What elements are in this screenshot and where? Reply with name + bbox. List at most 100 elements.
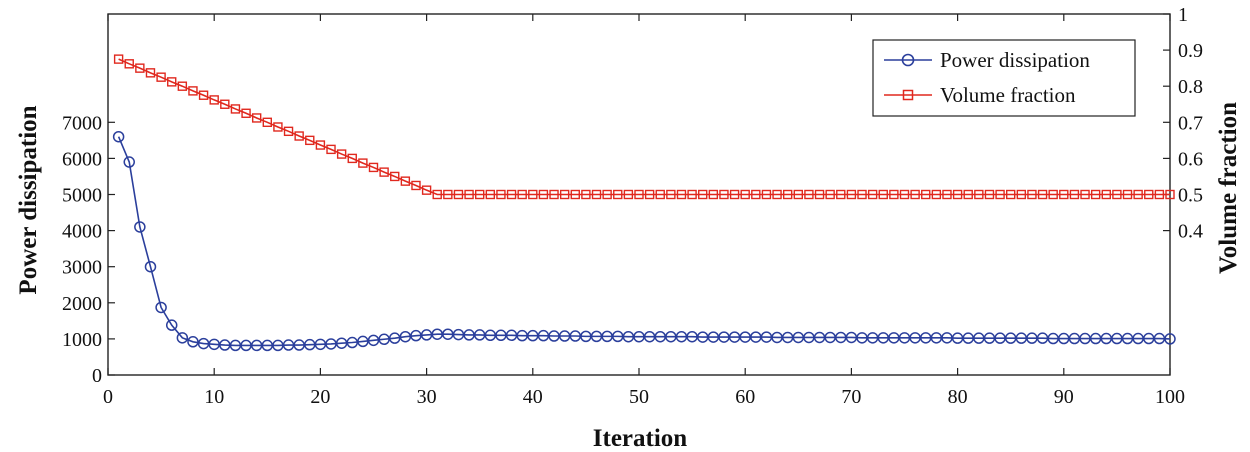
data-point-volume-fraction: [740, 189, 750, 200]
data-point-volume-fraction: [644, 189, 655, 200]
data-point-volume-fraction: [921, 189, 931, 200]
data-point-volume-fraction: [305, 135, 315, 146]
data-point-volume-fraction: [751, 189, 761, 200]
data-point-volume-fraction: [188, 86, 198, 96]
data-point-volume-fraction: [124, 59, 134, 69]
data-point-volume-fraction: [198, 90, 209, 100]
data-point-volume-fraction: [1144, 189, 1154, 200]
data-point-volume-fraction: [666, 189, 676, 200]
data-point-power-dissipation: [1164, 333, 1176, 345]
data-point-volume-fraction: [1154, 189, 1165, 200]
data-point-volume-fraction: [1165, 189, 1175, 200]
data-point-volume-fraction: [1069, 189, 1080, 200]
data-point-volume-fraction: [347, 153, 357, 164]
x-tick-label: 40: [523, 386, 543, 408]
data-point-volume-fraction: [804, 189, 814, 200]
y-right-tick-label: 0.5: [1178, 185, 1203, 207]
data-point-volume-fraction: [209, 95, 219, 105]
data-point-volume-fraction: [729, 189, 740, 200]
data-point-volume-fraction: [453, 189, 464, 200]
data-point-volume-fraction: [655, 189, 665, 200]
data-point-volume-fraction: [1027, 189, 1037, 200]
y-left-tick-label: 1000: [62, 329, 102, 351]
data-point-volume-fraction: [974, 189, 984, 200]
data-point-volume-fraction: [1112, 189, 1122, 200]
data-point-volume-fraction: [315, 140, 326, 150]
data-point-volume-fraction: [591, 189, 602, 200]
data-point-volume-fraction: [294, 131, 304, 141]
y-right-tick-label: 0.4: [1178, 221, 1203, 243]
x-tick-label: 20: [310, 386, 330, 408]
data-point-volume-fraction: [952, 189, 963, 200]
y-right-tick-label: 0.9: [1178, 40, 1203, 62]
data-point-volume-fraction: [814, 189, 825, 200]
data-point-power-dissipation: [112, 130, 125, 143]
legend-label-power: Power dissipation: [940, 48, 1090, 72]
data-point-volume-fraction: [581, 189, 591, 200]
data-point-volume-fraction: [910, 189, 920, 200]
data-point-volume-fraction: [390, 171, 400, 182]
x-axis-title: Iteration: [593, 425, 688, 452]
data-point-volume-fraction: [825, 189, 835, 200]
data-point-volume-fraction: [708, 189, 719, 200]
y-left-tick-label: 4000: [62, 221, 102, 243]
y-left-tick-label: 7000: [62, 112, 102, 134]
data-point-volume-fraction: [273, 122, 283, 132]
data-point-volume-fraction: [719, 189, 729, 200]
y-left-tick-label: 5000: [62, 185, 102, 207]
data-point-power-dissipation: [123, 156, 135, 168]
data-point-power-dissipation: [176, 332, 189, 344]
series-line-volume-fraction: [118, 58, 1170, 196]
data-point-volume-fraction: [485, 189, 496, 200]
data-point-volume-fraction: [1006, 189, 1016, 200]
data-point-volume-fraction: [283, 126, 294, 137]
data-point-volume-fraction: [135, 63, 145, 73]
data-point-power-dissipation: [144, 260, 157, 273]
data-point-volume-fraction: [857, 189, 867, 200]
data-point-volume-fraction: [113, 54, 124, 64]
data-point-volume-fraction: [1037, 189, 1048, 200]
x-tick-label: 90: [1054, 386, 1074, 408]
data-point-volume-fraction: [899, 189, 910, 200]
legend-label-volume: Volume fraction: [940, 83, 1076, 107]
data-point-power-dissipation: [165, 319, 178, 331]
data-point-volume-fraction: [984, 189, 995, 200]
data-point-volume-fraction: [613, 189, 623, 200]
series-line-power-dissipation: [117, 136, 1171, 347]
data-point-volume-fraction: [836, 189, 846, 200]
x-tick-label: 80: [948, 386, 968, 408]
data-point-volume-fraction: [496, 189, 506, 200]
data-point-volume-fraction: [931, 189, 942, 200]
data-point-volume-fraction: [528, 189, 538, 200]
data-point-volume-fraction: [549, 189, 559, 200]
y-left-tick-label: 0: [92, 365, 102, 387]
data-point-volume-fraction: [379, 167, 389, 177]
data-point-volume-fraction: [400, 176, 411, 186]
data-point-volume-fraction: [475, 189, 485, 200]
x-tick-label: 50: [629, 386, 649, 408]
data-point-volume-fraction: [1090, 189, 1101, 200]
data-point-power-dissipation: [388, 332, 401, 344]
data-point-volume-fraction: [867, 189, 878, 200]
data-point-volume-fraction: [1133, 189, 1143, 200]
data-point-volume-fraction: [676, 189, 687, 200]
series: [112, 54, 1176, 352]
data-point-volume-fraction: [1101, 189, 1111, 200]
legend-box: [872, 39, 1136, 117]
y-right-tick-label: 0.6: [1178, 148, 1203, 170]
x-tick-label: 10: [204, 386, 224, 408]
data-point-volume-fraction: [1016, 189, 1027, 200]
data-point-volume-fraction: [432, 189, 442, 200]
data-point-volume-fraction: [963, 189, 973, 200]
x-tick-label: 70: [841, 386, 861, 408]
series-power-dissipation: [112, 130, 1176, 352]
data-point-volume-fraction: [793, 189, 803, 200]
data-point-volume-fraction: [782, 189, 793, 200]
data-point-volume-fraction: [889, 189, 899, 200]
data-point-volume-fraction: [167, 77, 177, 87]
data-point-volume-fraction: [995, 189, 1005, 200]
data-point-volume-fraction: [177, 81, 188, 91]
data-point-volume-fraction: [1048, 189, 1058, 200]
legend-marker-volume: [902, 89, 914, 101]
